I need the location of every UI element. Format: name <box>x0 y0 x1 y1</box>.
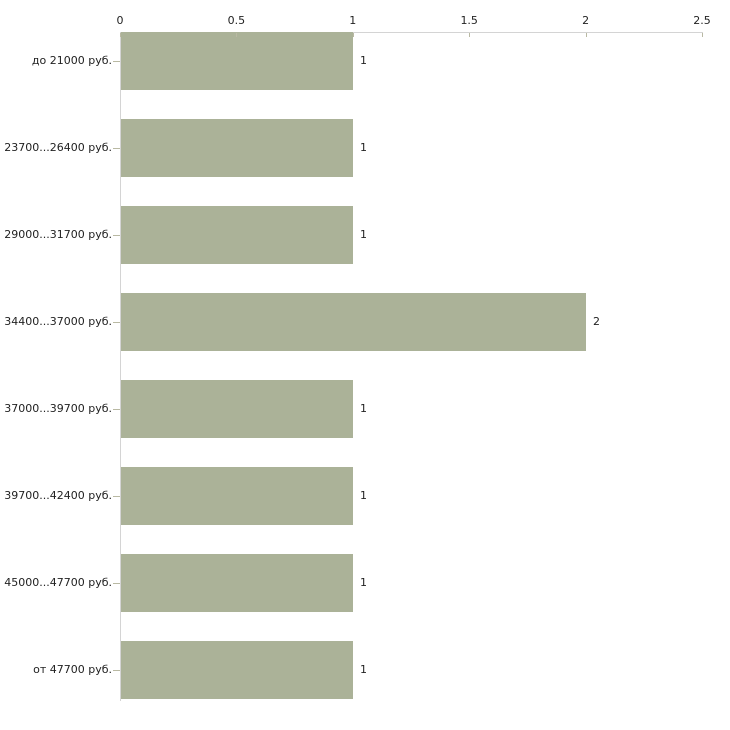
category-label: 34400...37000 руб. <box>4 315 112 328</box>
y-axis-line <box>120 32 121 701</box>
y-tick-mark <box>113 409 120 410</box>
category-label: 29000...31700 руб. <box>4 228 112 241</box>
x-tick-mark <box>469 33 470 37</box>
x-tick-mark <box>120 33 121 37</box>
y-tick-mark <box>113 61 120 62</box>
y-tick-mark <box>113 148 120 149</box>
bar <box>121 119 353 177</box>
bar <box>121 293 586 351</box>
bar-value-label: 1 <box>360 54 367 67</box>
bar <box>121 380 353 438</box>
category-label: 39700...42400 руб. <box>4 489 112 502</box>
x-tick-label: 0 <box>116 14 124 27</box>
bar-value-label: 1 <box>360 576 367 589</box>
bar-value-label: 1 <box>360 228 367 241</box>
x-tick-label: 0.5 <box>227 14 246 27</box>
bar <box>121 206 353 264</box>
bar-value-label: 1 <box>360 663 367 676</box>
x-tick-label: 2 <box>582 14 590 27</box>
category-label: 23700...26400 руб. <box>4 141 112 154</box>
bar-value-label: 1 <box>360 141 367 154</box>
y-tick-mark <box>113 670 120 671</box>
y-tick-mark <box>113 583 120 584</box>
bar-value-label: 1 <box>360 489 367 502</box>
bar <box>121 641 353 699</box>
x-tick-label: 1.5 <box>460 14 478 27</box>
category-label: 37000...39700 руб. <box>4 402 112 415</box>
y-tick-mark <box>113 322 120 323</box>
bar-value-label: 2 <box>593 315 600 328</box>
x-tick-mark <box>586 33 587 37</box>
category-label: от 47700 руб. <box>33 663 112 676</box>
x-tick-mark <box>353 33 354 37</box>
x-tick-label: 2.5 <box>693 14 711 27</box>
x-axis-line <box>120 32 703 33</box>
bar-value-label: 1 <box>360 402 367 415</box>
bar <box>121 554 353 612</box>
x-tick-label: 1 <box>349 14 357 27</box>
category-label: до 21000 руб. <box>31 54 112 67</box>
category-label: 45000...47700 руб. <box>4 576 112 589</box>
bar <box>121 32 353 90</box>
bar <box>121 467 353 525</box>
x-tick-mark <box>236 33 237 37</box>
x-tick-mark <box>702 33 703 37</box>
y-tick-mark <box>113 235 120 236</box>
y-tick-mark <box>113 496 120 497</box>
